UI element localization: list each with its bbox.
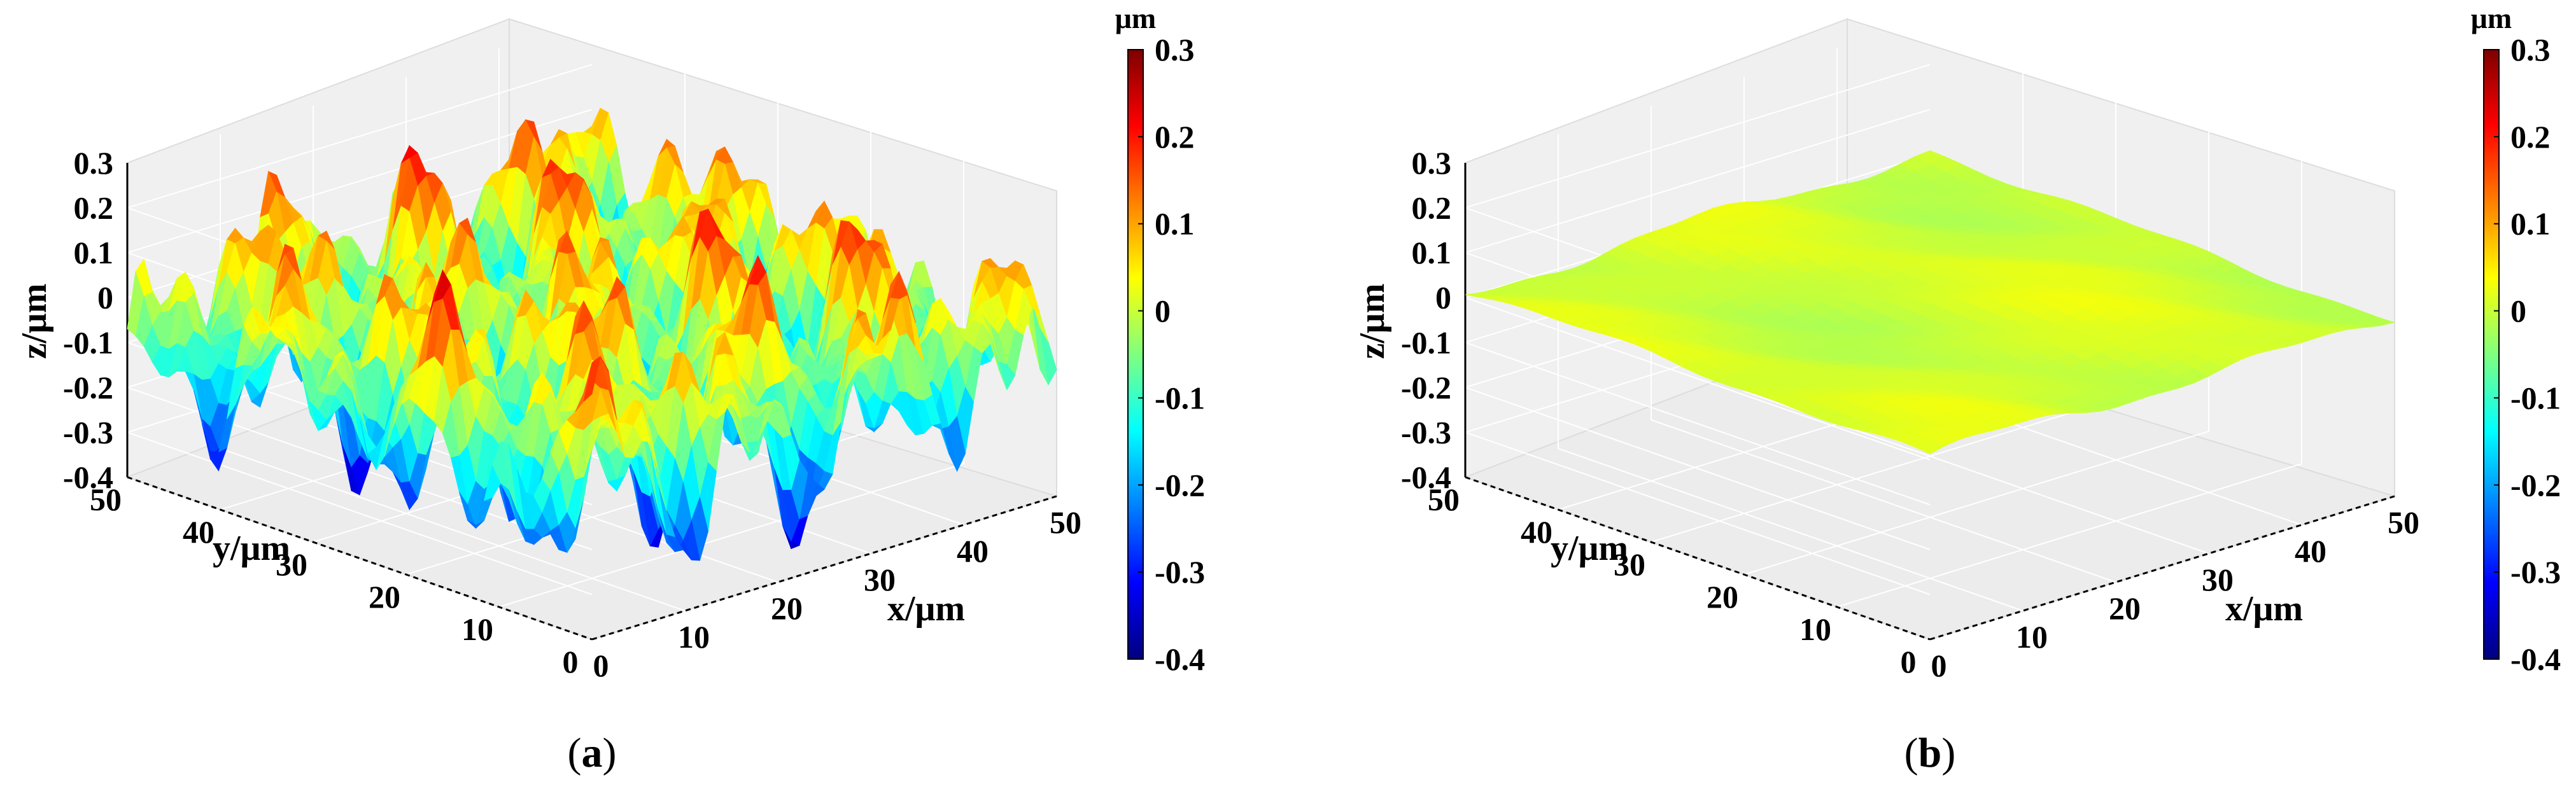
x-tick-label: 20 xyxy=(2109,590,2141,626)
colorbar-tick-label: 0 xyxy=(2510,293,2526,329)
colorbar-tick-label: 0.3 xyxy=(2510,32,2551,67)
colorbar-tick-label: 0.1 xyxy=(2510,206,2551,242)
colorbar-gradient xyxy=(2483,49,2500,660)
z-tick-label: 0.1 xyxy=(1412,235,1452,270)
colorbar-tick-label: -0.3 xyxy=(1155,554,1205,590)
axis-ticks: 0.3 0.2 0.1 0 -0.1 -0.2 -0.3 -0.4 0 10 20 30 40 50 0 10… xyxy=(63,145,1081,683)
x-tick-label: 40 xyxy=(2295,533,2326,569)
caption-letter: a xyxy=(582,730,603,776)
surface-plot xyxy=(1465,150,2396,454)
y-tick-label: 20 xyxy=(1707,579,1738,615)
colorbar-tick-label: 0.1 xyxy=(1155,206,1195,242)
colorbar-tick-label: 0 xyxy=(1155,293,1171,329)
colorbar-tick-label: -0.1 xyxy=(2510,380,2561,415)
colorbar-tick-label: 0.2 xyxy=(1155,119,1195,155)
colorbar-tick-label: -0.2 xyxy=(1155,467,1205,503)
colorbar-gradient xyxy=(1127,49,1144,660)
axis-line-y xyxy=(1465,476,1931,641)
colorbar-tick-label: 0.2 xyxy=(2510,119,2551,155)
surface-facet xyxy=(1913,439,1946,454)
caption: (b) xyxy=(1904,730,1956,776)
z-tick-label: 0 xyxy=(1435,280,1451,316)
x-tick-label: 10 xyxy=(2016,619,2048,655)
z-axis-label: z/μm xyxy=(15,284,54,359)
z-tick-label: -0.3 xyxy=(1401,414,1451,450)
colorbar-tick-label: 0.3 xyxy=(1155,32,1195,67)
grid-line-y xyxy=(1836,150,2302,608)
grid-line-y xyxy=(498,150,964,608)
y-tick-label: 10 xyxy=(1799,611,1831,647)
z-tick-label: 0.3 xyxy=(74,145,114,181)
y-tick-label: 30 xyxy=(1614,547,1645,582)
x-tick-label: 30 xyxy=(2202,562,2234,597)
z-tick-label: 0.3 xyxy=(1412,145,1452,181)
y-axis-label: y/μm xyxy=(213,529,290,568)
x-tick-label: 10 xyxy=(678,619,710,655)
z-tick-label: -0.2 xyxy=(63,370,113,405)
y-tick-label: 10 xyxy=(461,611,493,647)
z-tick-label: 0 xyxy=(97,280,113,316)
axis-ticks: 0.3 0.2 0.1 0 -0.1 -0.2 -0.3 -0.4 0 10 20 30 40 50 0 10… xyxy=(1401,145,2419,683)
x-axis-label: x/μm xyxy=(887,589,965,629)
y-tick-label: 40 xyxy=(1521,514,1552,550)
x-tick-label: 20 xyxy=(771,590,803,626)
axis-line-y xyxy=(127,476,593,641)
colorbar-tick-label: -0.4 xyxy=(2510,641,2561,677)
colorbar: μm 0.3 0.2 0.1 0 -0.1 -0.2 -0.3 -0.4 xyxy=(1115,2,1205,677)
colorbar-unit: μm xyxy=(1115,2,1156,34)
x-axis-label: x/μm xyxy=(2225,589,2303,629)
caption-letter: b xyxy=(1918,730,1942,776)
colorbar-ticks: 0.3 0.2 0.1 0 -0.1 -0.2 -0.3 -0.4 xyxy=(2494,32,2561,677)
axis-line-x xyxy=(1929,495,2395,641)
x-tick-label: 50 xyxy=(2388,505,2419,540)
z-axis-label: z/μm xyxy=(1353,284,1392,359)
grid-line-x xyxy=(1558,134,2023,611)
x-tick-label: 30 xyxy=(864,562,896,597)
panel-a: 0.3 0.2 0.1 0 -0.1 -0.2 -0.3 -0.4 0 10 20 30 40 50 0 10… xyxy=(15,2,1205,776)
z-tick-label: -0.4 xyxy=(63,459,113,495)
colorbar-ticks: 0.3 0.2 0.1 0 -0.1 -0.2 -0.3 -0.4 xyxy=(1138,32,1205,677)
axis-line-x xyxy=(591,495,1057,641)
y-tick-label: 40 xyxy=(183,514,215,550)
y-tick-label: 30 xyxy=(276,547,307,582)
y-tick-label: 50 xyxy=(1428,482,1460,517)
grid-line-y xyxy=(1743,117,2209,575)
x-tick-label: 40 xyxy=(957,533,989,569)
colorbar-unit: μm xyxy=(2471,2,2512,34)
z-tick-label: 0.1 xyxy=(74,235,114,270)
colorbar-tick-label: -0.3 xyxy=(2510,554,2561,590)
y-tick-label: 50 xyxy=(90,482,122,517)
colorbar-tick-label: -0.1 xyxy=(1155,380,1205,415)
grid-line-x xyxy=(1650,106,2116,583)
colorbar-tick-label: -0.4 xyxy=(1155,641,1205,677)
y-axis-label: y/μm xyxy=(1551,529,1628,568)
grid-line-x xyxy=(1743,77,2209,554)
y-tick-label: 0 xyxy=(563,644,579,679)
x-tick-label: 50 xyxy=(1050,505,1081,540)
x-tick-label: 0 xyxy=(593,648,609,683)
caption: (a) xyxy=(568,730,617,776)
z-tick-label: -0.2 xyxy=(1401,370,1451,405)
surface-facet xyxy=(583,356,601,402)
z-tick-label: 0.2 xyxy=(74,190,114,226)
z-tick-label: -0.4 xyxy=(1401,459,1451,495)
surface-plot xyxy=(127,108,1057,561)
z-tick-label: -0.1 xyxy=(63,324,113,360)
colorbar: μm 0.3 0.2 0.1 0 -0.1 -0.2 -0.3 -0.4 xyxy=(2471,2,2561,677)
z-tick-label: -0.1 xyxy=(1401,324,1451,360)
y-tick-label: 20 xyxy=(369,579,400,615)
z-tick-label: -0.3 xyxy=(63,414,113,450)
panel-b: 0.3 0.2 0.1 0 -0.1 -0.2 -0.3 -0.4 0 10 20 30 40 50 0 10… xyxy=(1353,2,2561,776)
y-tick-label: 0 xyxy=(1901,644,1917,679)
x-tick-label: 0 xyxy=(1931,648,1947,683)
colorbar-tick-label: -0.2 xyxy=(2510,467,2561,503)
z-tick-label: 0.2 xyxy=(1412,190,1452,226)
